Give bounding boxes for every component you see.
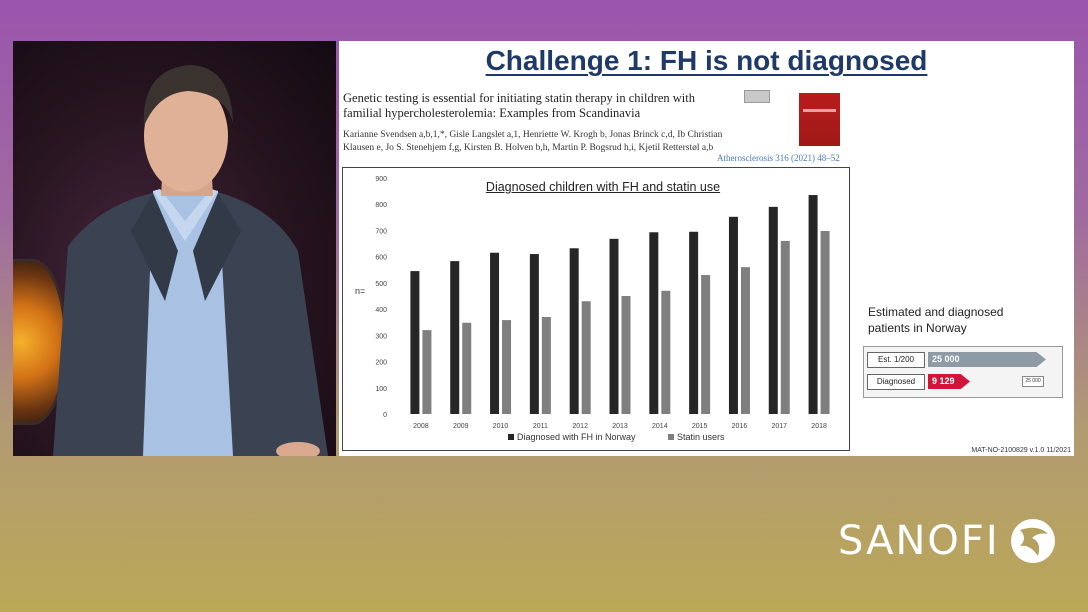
paper-title: Genetic testing is essential for initiat… xyxy=(343,91,696,120)
x-tick-label: 2016 xyxy=(732,423,748,430)
bar-statin xyxy=(502,320,512,414)
journal-cover-image xyxy=(799,93,840,146)
bar-diagnosed xyxy=(490,252,500,414)
y-tick-label: 900 xyxy=(375,176,387,183)
x-tick-label: 2012 xyxy=(572,423,588,430)
y-tick-label: 600 xyxy=(375,255,387,262)
x-tick-label: 2013 xyxy=(612,423,628,430)
paper-authors: Karianne Svendsen a,b,1,*, Gisle Langsle… xyxy=(343,130,723,153)
sanofi-bird-icon xyxy=(1010,519,1055,563)
logo-text: SANOFI xyxy=(838,518,1000,564)
presenter-video xyxy=(13,41,336,456)
x-tick-label: 2009 xyxy=(453,423,469,430)
bar-statin xyxy=(621,296,631,414)
bar-statin xyxy=(541,316,551,414)
x-tick-label: 2018 xyxy=(811,423,827,430)
bar-diagnosed xyxy=(410,271,420,414)
x-tick-label: 2015 xyxy=(692,423,708,430)
legend-label: Statin users xyxy=(677,432,725,442)
footnote: MAT-NO-2100829 v.1.0 11/2021 xyxy=(971,447,1071,454)
chart-title: Diagnosed children with FH and statin us… xyxy=(485,180,721,194)
bar-diagnosed xyxy=(808,195,818,414)
x-tick-label: 2008 xyxy=(413,423,429,430)
bar-chart: Diagnosed children with FH and statin us… xyxy=(342,167,850,451)
slide-title: Challenge 1: FH is not diagnosed xyxy=(485,45,928,76)
crossmark-icon xyxy=(744,90,770,103)
legend-label: Diagnosed with FH in Norway xyxy=(517,432,636,442)
bar-statin xyxy=(422,330,432,414)
x-tick-label: 2011 xyxy=(533,423,548,430)
bar-diagnosed xyxy=(569,248,579,414)
y-tick-label: 0 xyxy=(383,412,387,419)
bar-statin xyxy=(740,267,750,414)
y-tick-label: 400 xyxy=(375,307,387,314)
bar-statin xyxy=(820,230,830,414)
legend-swatch xyxy=(508,434,514,440)
side-label: Estimated and diagnosed patients in Norw… xyxy=(868,305,1004,335)
patients-panel: Est. 1/200 25 000 Diagnosed 9 129 25 000 xyxy=(863,346,1063,398)
presentation-slide: Challenge 1: FH is not diagnosed Genetic… xyxy=(339,41,1074,456)
sanofi-logo: SANOFI xyxy=(838,516,1058,566)
bar-statin xyxy=(462,322,472,414)
bar-diagnosed xyxy=(450,261,460,414)
y-tick-label: 200 xyxy=(375,360,387,367)
x-tick-label: 2010 xyxy=(493,423,509,430)
diagnosed-value: 9 129 xyxy=(932,376,955,386)
x-tick-label: 2017 xyxy=(771,423,787,430)
x-tick-label: 2014 xyxy=(652,423,668,430)
bar-diagnosed xyxy=(529,254,539,414)
presenter-figure xyxy=(53,65,328,456)
y-tick-label: 800 xyxy=(375,202,387,209)
y-tick-label: 300 xyxy=(375,333,387,340)
small-tag: 25 000 xyxy=(1022,376,1044,387)
bar-statin xyxy=(661,290,671,414)
bar-diagnosed xyxy=(689,231,699,414)
y-tick-label: 500 xyxy=(375,281,387,288)
estimated-value: 25 000 xyxy=(932,354,960,364)
legend-swatch xyxy=(668,434,674,440)
paper-citation: Atherosclerosis 316 (2021) 48–52 xyxy=(717,153,840,163)
estimated-bar: 25 000 xyxy=(928,352,1046,367)
bar-diagnosed xyxy=(768,206,778,414)
y-tick-label: 100 xyxy=(375,386,387,393)
bar-statin xyxy=(701,275,711,414)
bar-diagnosed xyxy=(649,232,659,414)
bar-diagnosed xyxy=(728,216,738,414)
diagnosed-tag: Diagnosed xyxy=(867,374,925,390)
est-tag: Est. 1/200 xyxy=(867,352,925,368)
bar-statin xyxy=(581,301,591,414)
diagnosed-bar: 9 129 xyxy=(928,374,970,389)
y-axis-label: n= xyxy=(355,286,365,296)
bar-statin xyxy=(780,240,790,414)
bar-diagnosed xyxy=(609,238,619,414)
chart-svg: 0 100 200 300 400 500 600 700 800 900 n= 2008 2009 20… xyxy=(355,176,830,442)
y-tick-label: 700 xyxy=(375,228,387,235)
